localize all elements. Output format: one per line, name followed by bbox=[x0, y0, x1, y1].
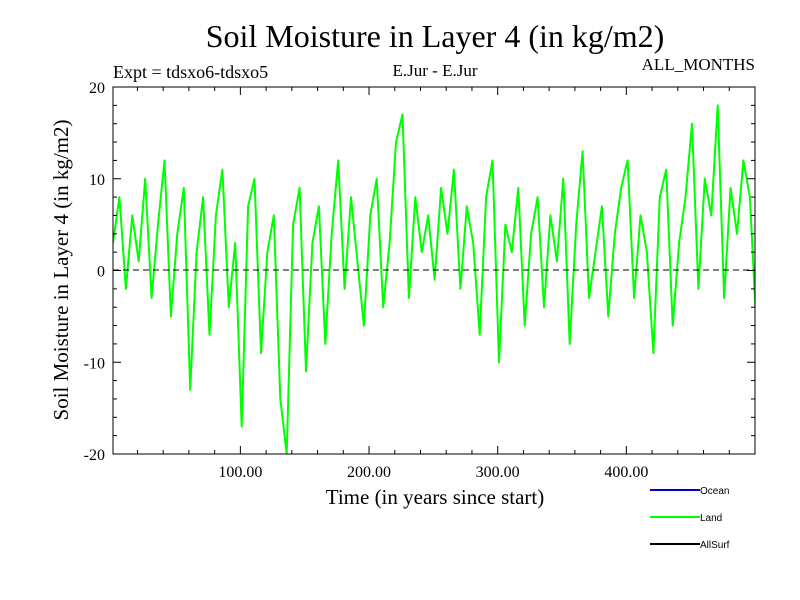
y-tick-label: -10 bbox=[84, 355, 105, 372]
y-axis: -20 -10 0 10 20 bbox=[84, 80, 755, 464]
y-tick-label: 0 bbox=[97, 264, 105, 281]
y-tick-label: 10 bbox=[89, 172, 105, 189]
experiment-label: Expt = tdsxo6-tdsxo5 bbox=[113, 62, 268, 82]
months-label: ALL_MONTHS bbox=[642, 55, 755, 74]
legend: Ocean Land AllSurf bbox=[650, 486, 730, 551]
series-line-land bbox=[113, 104, 755, 454]
x-axis: 100.00 200.00 300.00 400.00 bbox=[136, 87, 730, 481]
x-tick-label: 200.00 bbox=[347, 464, 391, 481]
legend-label-allsurf: AllSurf bbox=[700, 540, 730, 551]
legend-label-ocean: Ocean bbox=[700, 486, 729, 497]
x-tick-label: 100.00 bbox=[218, 464, 262, 481]
y-axis-label: Soil Moisture in Layer 4 (in kg/m2) bbox=[49, 120, 73, 421]
y-tick-label: 20 bbox=[89, 80, 105, 97]
series-layer bbox=[113, 104, 755, 454]
region-label: E.Jur - E.Jur bbox=[393, 61, 478, 80]
chart-title: Soil Moisture in Layer 4 (in kg/m2) bbox=[206, 18, 665, 54]
y-tick-label: -20 bbox=[84, 447, 105, 464]
legend-label-land: Land bbox=[700, 513, 722, 524]
x-axis-label: Time (in years since start) bbox=[326, 485, 545, 509]
x-tick-label: 400.00 bbox=[604, 464, 648, 481]
x-tick-label: 300.00 bbox=[476, 464, 520, 481]
